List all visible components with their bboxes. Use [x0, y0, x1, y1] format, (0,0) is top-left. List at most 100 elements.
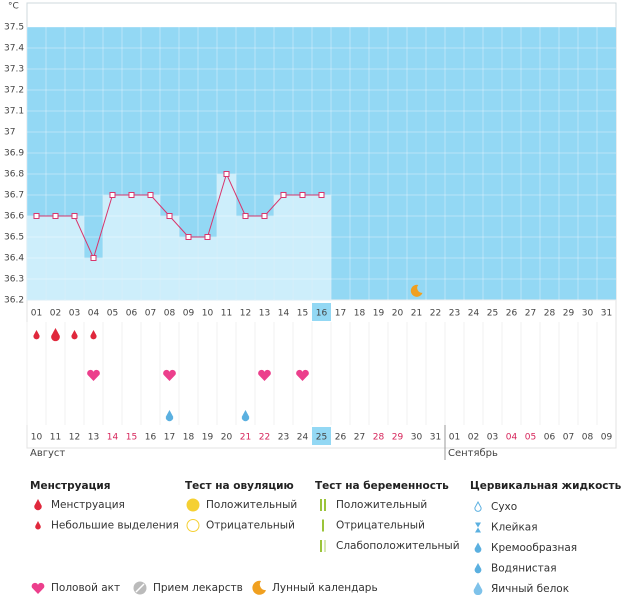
- temp-point: [242, 213, 249, 219]
- legend-icon: [322, 519, 324, 532]
- legend-icon: [473, 582, 483, 595]
- cycle-day-label: 01: [31, 309, 42, 319]
- date-label: 17: [164, 433, 175, 443]
- date-label: 16: [145, 433, 157, 443]
- date-label: 21: [240, 433, 251, 443]
- cycle-day-label: 25: [487, 309, 498, 319]
- date-label: 25: [316, 433, 327, 443]
- cycle-day-label: 18: [354, 309, 366, 319]
- legend-item: Лунный календарь: [272, 582, 378, 594]
- moon-marker: [410, 284, 423, 297]
- cycle-day-label: 29: [563, 309, 575, 319]
- temp-point: [90, 255, 97, 261]
- legend-icon: [320, 540, 322, 552]
- legend-icon: [324, 499, 326, 511]
- temp-point: [109, 192, 116, 198]
- legend-item: Отрицательный: [336, 520, 425, 532]
- cycle-day-label: 05: [107, 309, 118, 319]
- legend-item: Отрицательный: [206, 520, 295, 532]
- temp-column: [273, 194, 294, 301]
- legend-heading: Менструация: [30, 480, 110, 492]
- date-label: 27: [354, 433, 365, 443]
- y-tick-label: 37: [4, 128, 15, 138]
- date-label: 20: [221, 433, 233, 443]
- sex-marker: [163, 369, 176, 381]
- date-label: 15: [126, 433, 137, 443]
- date-label: 30: [411, 433, 423, 443]
- temp-point: [223, 171, 230, 177]
- fluid-creamy: [165, 410, 174, 422]
- date-label: 07: [563, 433, 574, 443]
- menstruation-heavy: [51, 328, 60, 342]
- legend-icon: [186, 498, 200, 512]
- temp-column: [121, 194, 142, 301]
- legend-item: Положительный: [336, 499, 427, 511]
- cycle-day-label: 20: [392, 309, 404, 319]
- date-label: 10: [31, 433, 43, 443]
- date-label: 09: [601, 433, 613, 443]
- legend-icon: [31, 582, 45, 594]
- legend-icon: [474, 500, 482, 512]
- lower-panel: [26, 299, 617, 449]
- legend-item: Менструация: [51, 499, 125, 511]
- temp-point: [204, 234, 211, 240]
- y-tick-label: 37.5: [4, 23, 24, 33]
- date-label: 01: [449, 433, 460, 443]
- fluid-watery: [241, 410, 250, 422]
- cycle-day-label: 09: [183, 309, 195, 319]
- legend-item: Клейкая: [491, 522, 538, 534]
- date-label: 23: [278, 433, 289, 443]
- sex-marker: [258, 369, 271, 381]
- cycle-day-label: 02: [50, 309, 61, 319]
- legend-item: Кремообразная: [491, 542, 577, 554]
- date-label: 12: [69, 433, 80, 443]
- y-tick-label: 37.4: [4, 44, 24, 54]
- temp-point: [261, 213, 268, 219]
- legend-item: Половой акт: [51, 582, 120, 594]
- legend-item: Небольшие выделения: [51, 520, 179, 532]
- y-tick-label: 37.3: [4, 65, 24, 75]
- date-label: 26: [335, 433, 347, 443]
- y-tick-label: 36.5: [4, 233, 24, 243]
- temp-point: [147, 192, 154, 198]
- cycle-day-label: 30: [582, 309, 594, 319]
- menstruation-light: [90, 330, 97, 340]
- cycle-day-label: 21: [411, 309, 422, 319]
- month-label: Сентябрь: [448, 448, 498, 459]
- sex-marker: [296, 369, 309, 381]
- legend-item: Прием лекарств: [153, 582, 243, 594]
- date-label: 05: [525, 433, 536, 443]
- legend-icon: [324, 540, 326, 552]
- temp-column: [102, 194, 123, 301]
- temp-point: [280, 192, 287, 198]
- cycle-day-label: 13: [259, 309, 270, 319]
- y-tick-label: 36.9: [4, 149, 24, 159]
- cycle-day-label: 10: [202, 309, 214, 319]
- legend-icon: [475, 522, 481, 533]
- legend-item: Сухо: [491, 501, 517, 513]
- date-label: 31: [430, 433, 441, 443]
- legend-item: Слабоположительный: [336, 540, 460, 552]
- date-label: 02: [468, 433, 479, 443]
- today-date-box: [312, 427, 331, 445]
- y-tick-label: 36.6: [4, 212, 24, 222]
- cycle-day-label: 06: [126, 309, 138, 319]
- temp-point: [166, 213, 173, 219]
- cycle-day-label: 22: [430, 309, 441, 319]
- month-label: Август: [30, 448, 65, 459]
- date-label: 11: [50, 433, 61, 443]
- legend-icon: [474, 563, 482, 574]
- temp-column: [311, 194, 332, 301]
- date-label: 06: [544, 433, 556, 443]
- temp-point: [299, 192, 306, 198]
- date-label: 18: [183, 433, 195, 443]
- cycle-day-label: 28: [544, 309, 556, 319]
- temp-column: [178, 236, 199, 301]
- legend-heading: Тест на беременность: [315, 480, 449, 492]
- date-label: 29: [392, 433, 404, 443]
- temp-column: [140, 194, 161, 301]
- temp-line: [36, 172, 322, 260]
- legend-icon: [252, 580, 266, 595]
- legend-heading: Тест на овуляцию: [185, 480, 294, 492]
